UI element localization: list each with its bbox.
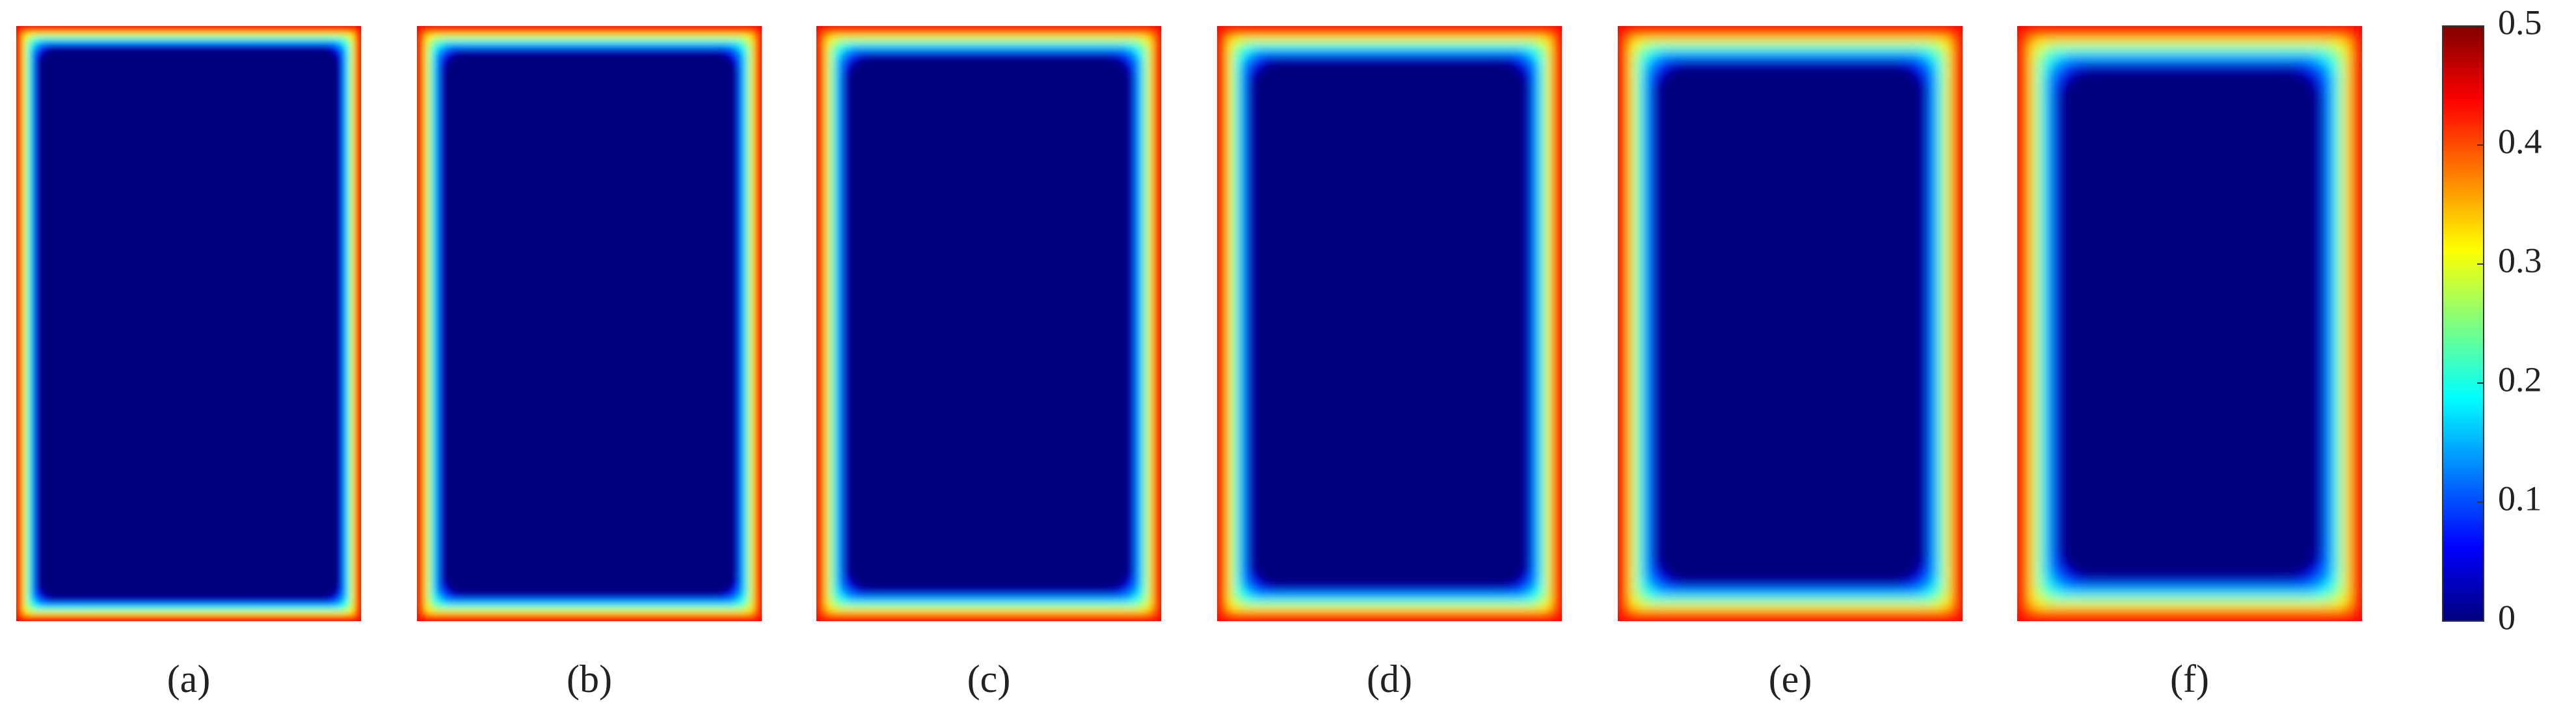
heatmap-panel [2017, 26, 2362, 621]
panel-label: (b) [567, 658, 612, 700]
heatmap-panel [1217, 26, 1562, 621]
heatmap-panel [1618, 26, 1963, 621]
panel-label: (f) [2170, 658, 2209, 700]
heatmap-panel [417, 26, 762, 621]
heatmap-panel [16, 26, 361, 621]
panel-label: (c) [967, 658, 1011, 700]
colorbar [2442, 25, 2484, 622]
panel-label: (e) [1769, 658, 1812, 700]
panel-label: (d) [1367, 658, 1412, 700]
colorbar-tick-label: 0.3 [2498, 241, 2542, 280]
heatmap-panel [816, 26, 1161, 621]
colorbar-tick-label: 0.2 [2498, 360, 2542, 399]
colorbar-tick-label: 0 [2498, 598, 2516, 637]
colorbar-tick-label: 0.4 [2498, 122, 2542, 161]
colorbar-tick-label: 0.5 [2498, 3, 2542, 42]
panel-label: (a) [167, 658, 211, 700]
colorbar-tick-label: 0.1 [2498, 479, 2542, 518]
